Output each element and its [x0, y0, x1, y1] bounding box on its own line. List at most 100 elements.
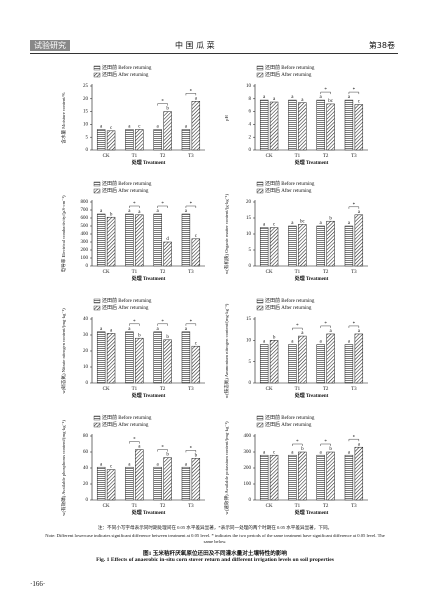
- bar: [163, 111, 172, 151]
- y-tick-label: 40: [83, 466, 89, 471]
- bar: [326, 103, 335, 151]
- y-axis-label: w(铵态氮) Ammonium nitrogen content/(mg·kg⁻…: [223, 303, 230, 398]
- significance-letter: c: [195, 234, 198, 239]
- y-tick-label: 5: [249, 248, 252, 253]
- y-tick-label: 800: [81, 200, 89, 205]
- legend-label: 还田前 Before returning: [265, 64, 315, 71]
- star: *: [353, 203, 356, 208]
- y-tick-label: 10: [83, 365, 89, 370]
- star-bracket: [348, 91, 360, 95]
- bar: [96, 331, 106, 384]
- y-axis-label: 含水量 Moisture content/%: [60, 92, 67, 143]
- bar: [316, 344, 325, 384]
- star-bracket: [320, 443, 331, 446]
- y-tick-label: 2: [249, 135, 252, 140]
- star: *: [190, 90, 193, 95]
- y-tick-label: 0: [86, 264, 89, 269]
- x-tick-label: T2: [160, 504, 166, 509]
- star: *: [161, 100, 164, 105]
- y-tick-label: 15: [83, 110, 89, 115]
- x-axis-label: 处理 Treatment: [294, 275, 329, 282]
- y-tick-label: 300: [81, 240, 89, 245]
- bar: [191, 238, 201, 267]
- bar: [326, 220, 335, 267]
- star-bracket: [185, 205, 197, 208]
- bar: [96, 213, 106, 267]
- significance-letter: b: [195, 454, 198, 459]
- bar: [269, 454, 279, 501]
- significance-letter: a: [291, 450, 294, 455]
- star: *: [161, 202, 164, 207]
- star-bracket: [185, 323, 197, 326]
- legend-label: 还田后 After returning: [102, 304, 149, 311]
- y-tick-label: 0: [86, 148, 89, 153]
- bar: [153, 213, 162, 267]
- significance-letter: d: [166, 237, 169, 242]
- star: *: [353, 435, 356, 440]
- bar: [96, 466, 106, 501]
- bar: [181, 213, 191, 267]
- legend-swatch: [93, 188, 101, 194]
- significance-letter: a: [100, 209, 103, 214]
- star-bracket: [157, 103, 168, 106]
- legend-swatch: [93, 181, 101, 187]
- x-tick-label: T3: [188, 154, 194, 159]
- star-bracket: [348, 439, 360, 442]
- significance-letter: c: [195, 341, 198, 346]
- significance-letter: a: [358, 329, 361, 334]
- y-axis-label: 电导率 Electrical conductivity/(μS·cm⁻¹): [60, 195, 67, 272]
- y-tick-label: 10: [246, 338, 252, 343]
- legend-swatch: [256, 181, 264, 187]
- bar: [181, 129, 191, 151]
- star: *: [161, 446, 164, 451]
- significance-letter: a: [110, 329, 113, 334]
- y-tick-label: 400: [244, 434, 252, 439]
- y-tick-label: 25: [83, 84, 89, 89]
- star-bracket: [129, 205, 140, 208]
- bar: [163, 241, 172, 267]
- legend-swatch: [93, 422, 101, 428]
- legend-swatch: [256, 415, 264, 421]
- x-tick-label: CK: [266, 504, 273, 509]
- x-tick-label: T3: [351, 387, 357, 392]
- y-tick-label: 80: [83, 434, 89, 439]
- y-tick-label: 20: [83, 97, 89, 102]
- significance-letter: a: [273, 97, 276, 102]
- significance-letter: a: [348, 95, 351, 100]
- x-tick-label: CK: [266, 154, 273, 159]
- bar: [298, 224, 307, 267]
- significance-letter: c: [273, 450, 276, 455]
- bar: [191, 458, 201, 501]
- star: *: [190, 320, 193, 325]
- star-bracket: [185, 93, 197, 96]
- significance-letter: c: [358, 100, 361, 105]
- significance-letter: a: [358, 210, 361, 215]
- y-tick-label: 500: [81, 224, 89, 229]
- star-bracket: [348, 325, 360, 328]
- x-tick-label: T1: [132, 504, 138, 509]
- legend-label: 还田前 Before returning: [102, 297, 152, 304]
- x-tick-label: T2: [160, 154, 166, 159]
- y-tick-label: 15: [246, 317, 252, 322]
- significance-letter: a: [320, 221, 323, 226]
- bar: [354, 446, 364, 501]
- bar: [125, 129, 134, 151]
- bar: [288, 99, 297, 151]
- y-tick-label: 10: [246, 84, 252, 89]
- significance-letter: a: [348, 340, 351, 345]
- bar: [106, 333, 116, 384]
- x-tick-label: T2: [323, 154, 329, 159]
- significance-letter: a: [138, 210, 141, 215]
- significance-letter: a: [138, 445, 141, 450]
- legend-label: 还田前 Before returning: [265, 180, 315, 187]
- significance-letter: c: [273, 223, 276, 228]
- x-tick-label: T3: [351, 270, 357, 275]
- legend-label: 还田前 Before returning: [265, 297, 315, 304]
- bar: [344, 99, 354, 151]
- bar: [316, 454, 325, 501]
- x-tick-label: CK: [266, 387, 273, 392]
- star: *: [190, 202, 193, 207]
- y-tick-label: 10: [246, 232, 252, 237]
- bar: [181, 331, 191, 384]
